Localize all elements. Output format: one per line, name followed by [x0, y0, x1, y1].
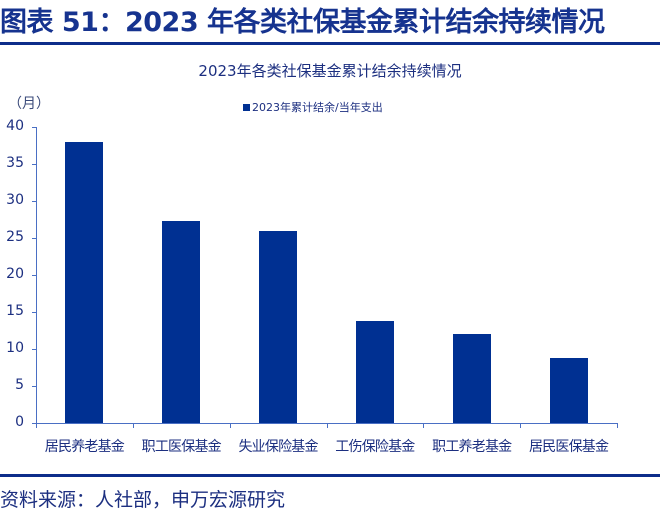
chart-title: 2023年各类社保基金累计结余持续情况: [198, 62, 462, 80]
y-tick: [32, 201, 36, 202]
legend-label: 2023年累计结余/当年支出: [252, 101, 383, 114]
x-tick: [326, 423, 328, 428]
x-category-label: 工伤保险基金: [335, 439, 415, 455]
legend: 2023年累计结余/当年支出: [243, 99, 383, 115]
y-tick-label: 0: [15, 414, 24, 430]
x-tick: [229, 423, 231, 428]
y-tick: [32, 312, 36, 313]
x-tick: [423, 423, 425, 428]
x-tick: [617, 423, 618, 428]
x-category-label: 居民养老基金: [44, 439, 125, 455]
bar: [162, 220, 201, 423]
y-tick-label: 10: [6, 340, 24, 356]
x-category-label: 失业保险基金: [238, 439, 318, 455]
legend-swatch-icon: [243, 103, 250, 111]
x-tick: [36, 423, 37, 428]
bar: [259, 231, 298, 423]
bar: [452, 334, 491, 423]
source-note: 资料来源：人社部，申万宏源研究: [0, 489, 286, 511]
bar: [65, 141, 104, 423]
x-tick: [132, 423, 134, 428]
y-axis: [36, 127, 37, 423]
y-tick: [32, 349, 36, 350]
title-divider: [0, 42, 660, 45]
y-tick: [32, 127, 36, 128]
x-category-label: 职工养老基金: [432, 439, 512, 455]
y-tick: [32, 164, 36, 165]
y-tick-label: 40: [6, 118, 24, 134]
y-tick-label: 25: [6, 229, 24, 245]
y-tick-label: 5: [15, 377, 24, 393]
source-divider: [0, 474, 660, 477]
y-tick: [32, 275, 36, 276]
x-category-label: 职工医保基金: [141, 439, 222, 455]
y-axis-unit: （月）: [8, 96, 50, 112]
y-tick-label: 15: [6, 303, 24, 319]
bar: [549, 357, 588, 423]
y-tick-label: 20: [6, 266, 24, 282]
y-tick: [32, 238, 36, 239]
bar: [355, 320, 394, 423]
y-tick: [32, 423, 36, 424]
y-tick: [32, 386, 36, 387]
x-category-label: 居民医保基金: [528, 439, 609, 455]
y-tick-label: 30: [6, 192, 24, 208]
x-tick: [520, 423, 522, 428]
y-tick-label: 35: [6, 155, 24, 171]
figure-title: 图表 51：2023 年各类社保基金累计结余持续情况: [0, 7, 605, 38]
